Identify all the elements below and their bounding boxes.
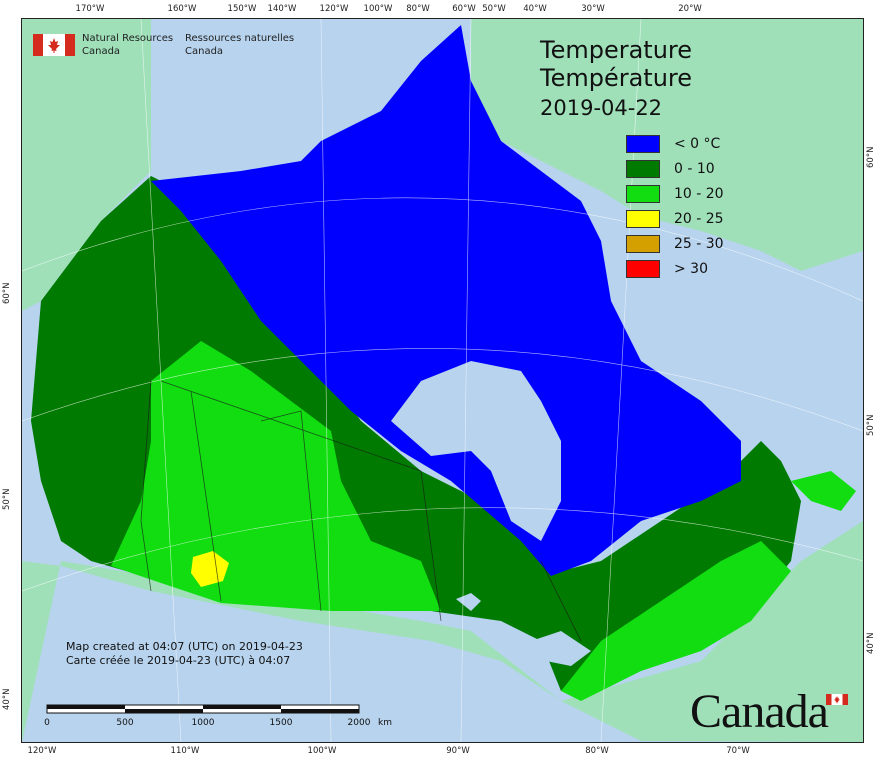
credit-fr: Carte créée le 2019-04-23 (UTC) à 04:07 — [66, 654, 291, 667]
legend-label: 10 - 20 — [674, 186, 724, 202]
tick-top: 30°W — [581, 4, 605, 14]
tick-right: 50°N — [866, 414, 876, 436]
legend-item: > 30 — [626, 259, 708, 279]
legend-swatch — [626, 210, 660, 228]
scale-unit: km — [378, 718, 392, 728]
scale-label: 1000 — [191, 718, 215, 728]
agency-name-fr: Ressources naturelles Canada — [185, 33, 295, 57]
legend-label: 0 - 10 — [674, 161, 715, 177]
legend-item: 0 - 10 — [626, 159, 715, 179]
legend-swatch — [626, 235, 660, 253]
scale-bar — [46, 704, 360, 714]
legend-label: 20 - 25 — [674, 211, 724, 227]
greenland-land — [471, 19, 863, 271]
legend-item: 25 - 30 — [626, 234, 724, 254]
tick-bottom: 80°W — [585, 746, 609, 756]
map-date: 2019-04-22 — [540, 96, 663, 120]
scale-label: 1500 — [269, 718, 293, 728]
legend-swatch — [626, 260, 660, 278]
map-frame — [21, 18, 864, 743]
tick-bottom: 120°W — [27, 746, 57, 756]
legend-label: < 0 °C — [674, 136, 721, 152]
tick-top: 50°W — [482, 4, 506, 14]
tick-right: 60°N — [866, 146, 876, 168]
tick-right: 40°N — [866, 632, 876, 654]
scale-label: 2000 — [347, 718, 371, 728]
graticule — [22, 19, 863, 742]
tick-top: 60°W — [452, 4, 476, 14]
agency-name-en: Natural Resources Canada — [82, 33, 174, 57]
tick-bottom: 90°W — [446, 746, 470, 756]
scale-label: 500 — [116, 718, 134, 728]
tick-bottom: 70°W — [726, 746, 750, 756]
canada-flag-icon — [33, 34, 75, 56]
tick-top: 20°W — [678, 4, 702, 14]
legend-swatch — [626, 185, 660, 203]
legend-item: 10 - 20 — [626, 184, 724, 204]
wordmark-flag-icon — [826, 690, 848, 705]
map-canvas — [22, 19, 863, 742]
legend-swatch — [626, 160, 660, 178]
tick-top: 170°W — [75, 4, 105, 14]
tick-left: 40°N — [2, 688, 12, 710]
tick-left: 50°N — [2, 488, 12, 510]
tick-top: 100°W — [363, 4, 393, 14]
tick-top: 160°W — [167, 4, 197, 14]
tick-left: 60°N — [2, 282, 12, 304]
zone-20-25 — [191, 551, 229, 587]
tick-top: 40°W — [523, 4, 547, 14]
canada-wordmark: Canada — [690, 685, 829, 738]
scale-label: 0 — [44, 718, 50, 728]
hudson-bay — [391, 361, 561, 541]
legend-label: > 30 — [674, 261, 708, 277]
tick-bottom: 110°W — [170, 746, 200, 756]
legend-item: 20 - 25 — [626, 209, 724, 229]
zone-10-20-maritimes — [791, 471, 856, 511]
great-lakes — [456, 593, 591, 666]
tick-top: 150°W — [227, 4, 257, 14]
map-title-fr: Température — [540, 64, 693, 92]
zone-below-0 — [151, 25, 741, 576]
legend-swatch — [626, 135, 660, 153]
province-borders — [140, 380, 582, 642]
legend-label: 25 - 30 — [674, 236, 724, 252]
alaska-land — [22, 19, 151, 311]
tick-top: 80°W — [406, 4, 430, 14]
tick-bottom: 100°W — [307, 746, 337, 756]
tick-top: 140°W — [267, 4, 297, 14]
credit-en: Map created at 04:07 (UTC) on 2019-04-23 — [66, 640, 303, 653]
tick-top: 120°W — [319, 4, 349, 14]
map-title-en: Temperature — [540, 36, 693, 64]
usa-land — [22, 521, 863, 742]
zone-10-20-east — [561, 541, 791, 701]
legend-item: < 0 °C — [626, 134, 720, 154]
